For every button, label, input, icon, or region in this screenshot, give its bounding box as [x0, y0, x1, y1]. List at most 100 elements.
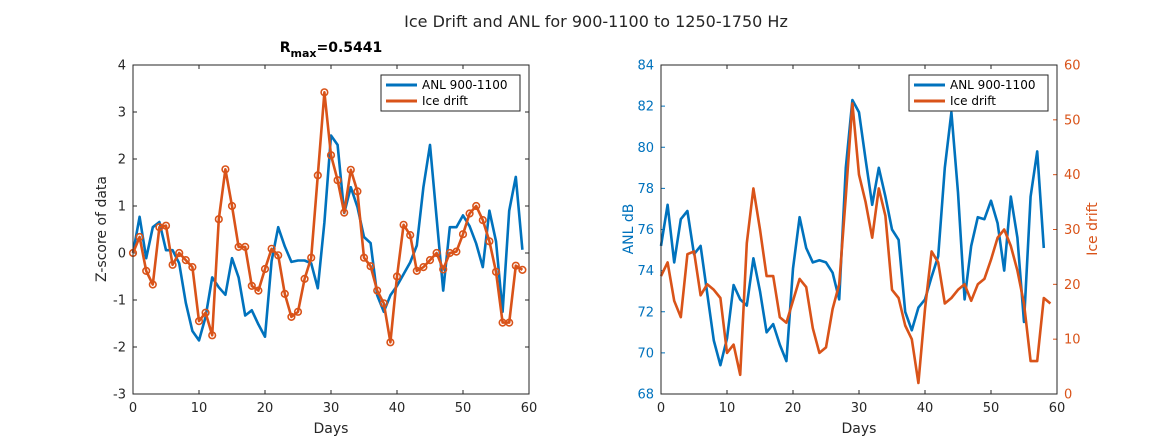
left-ice-marker — [458, 230, 468, 239]
right-ice-line — [659, 102, 1052, 385]
left-chart-xlabel: Days — [314, 421, 349, 437]
left-ice-marker — [320, 88, 329, 97]
left-xtick-label: 0 — [129, 401, 137, 416]
left-chart-title-main: R — [280, 40, 291, 56]
left-legend-label-anl: ANL 900-1100 — [422, 78, 507, 92]
left-chart-title: Rmax=0.5441 — [280, 40, 383, 60]
left-ice-marker — [353, 187, 362, 196]
right-right-ytick-label: 30 — [1064, 223, 1081, 238]
right-xtick-label: 50 — [983, 401, 1000, 416]
left-xtick-label: 50 — [455, 401, 472, 416]
right-chart-series — [659, 98, 1052, 385]
left-ice-marker — [472, 201, 481, 211]
left-ice-marker — [425, 256, 435, 265]
left-ice-marker — [511, 261, 520, 270]
left-chart-legend: ANL 900-1100 Ice drift — [380, 74, 521, 112]
left-ice-marker — [227, 201, 237, 211]
left-ytick-label: -3 — [113, 388, 126, 403]
right-xtick-label: 30 — [851, 401, 868, 416]
right-right-ytick-label: 60 — [1064, 59, 1081, 74]
right-anl-line — [659, 98, 1046, 367]
left-chart-ticks: 0 10 20 30 40 50 60 -3 -2 -1 0 1 2 3 4 — [113, 59, 537, 417]
right-left-ytick-label: 82 — [637, 100, 654, 115]
left-xtick-label: 60 — [521, 401, 538, 416]
left-xtick-label: 40 — [389, 401, 406, 416]
right-chart-axes-box — [660, 64, 1058, 395]
left-ice-marker — [254, 286, 263, 295]
left-ice-marker — [194, 317, 204, 326]
right-left-ytick-label: 80 — [637, 141, 654, 156]
left-ice-marker — [412, 266, 421, 276]
left-ice-marker — [439, 265, 448, 274]
left-ice-marker — [161, 221, 171, 230]
left-ytick-label: 1 — [118, 200, 126, 215]
left-legend-label-ice: Ice drift — [422, 94, 468, 108]
left-ice-marker — [379, 299, 388, 308]
left-chart-ylabel: Z-score of data — [94, 176, 110, 282]
left-xtick-label: 20 — [257, 401, 274, 416]
left-ytick-label: 4 — [118, 59, 126, 74]
left-ice-marker — [274, 251, 283, 260]
left-chart-series — [128, 88, 527, 347]
left-chart: Rmax=0.5441 0 10 20 30 40 50 60 -3 -2 -1 0 1 2 3 4 Day… — [94, 40, 537, 437]
right-left-ytick-label: 76 — [637, 223, 654, 238]
left-ice-marker — [142, 266, 151, 276]
left-ice-marker — [359, 253, 369, 262]
left-ice-marker — [518, 265, 527, 275]
left-ice-marker — [293, 307, 303, 316]
left-legend-box — [380, 74, 521, 112]
left-ytick-label: 2 — [118, 153, 126, 168]
left-ice-marker — [168, 260, 177, 269]
left-chart-axes-box — [132, 64, 530, 395]
right-chart-ylabel-right: Ice drift — [1085, 202, 1101, 256]
left-ice-marker — [465, 209, 474, 218]
left-ice-marker — [300, 274, 309, 284]
figure-title: Ice Drift and ANL for 900-1100 to 1250-1… — [404, 12, 788, 31]
right-chart-legend: ANL 900-1100 Ice drift — [908, 74, 1049, 112]
left-ice-marker — [247, 281, 256, 291]
left-ice-marker — [287, 312, 296, 322]
left-ice-marker — [392, 272, 402, 281]
right-left-ytick-label: 78 — [637, 182, 654, 197]
left-ice-marker — [452, 247, 461, 256]
left-ice-marker — [175, 248, 184, 258]
right-legend-label-anl: ANL 900-1100 — [950, 78, 1035, 92]
right-legend-label-ice: Ice drift — [950, 94, 996, 108]
left-ice-marker — [241, 242, 250, 251]
left-ice-marker — [201, 308, 210, 317]
left-ice-marker — [148, 280, 157, 289]
right-xtick-label: 10 — [719, 401, 736, 416]
left-ice-marker — [188, 263, 197, 272]
left-xtick-label: 10 — [191, 401, 208, 416]
left-ice-marker — [406, 231, 415, 240]
left-ice-marker — [432, 248, 441, 258]
left-chart-title-sub: max — [291, 47, 317, 60]
left-ice-marker — [267, 244, 276, 253]
left-ice-marker — [313, 171, 322, 180]
left-anl-line — [131, 134, 524, 342]
right-right-ytick-label: 50 — [1064, 113, 1081, 128]
left-ice-marker — [280, 289, 289, 299]
left-ice-marker — [307, 253, 316, 262]
left-ytick-label: -1 — [113, 294, 126, 309]
right-chart-xlabel: Days — [842, 421, 877, 437]
left-ice-marker — [386, 338, 395, 347]
left-ice-marker — [221, 165, 230, 174]
right-xtick-label: 0 — [657, 401, 665, 416]
left-ice-marker — [333, 176, 342, 185]
left-ice-marker — [366, 262, 375, 271]
left-ice-marker — [346, 165, 355, 174]
right-xtick-label: 20 — [785, 401, 802, 416]
left-ice-marker — [260, 264, 270, 274]
left-ice-marker — [135, 232, 144, 242]
right-left-ytick-label: 72 — [637, 305, 654, 320]
left-ice-marker — [208, 331, 217, 340]
right-legend-box — [908, 74, 1049, 112]
left-ice-marker — [478, 216, 487, 225]
right-xtick-label: 40 — [917, 401, 934, 416]
left-ice-marker — [399, 220, 408, 229]
left-ice-marker — [485, 237, 494, 246]
right-right-ytick-label: 40 — [1064, 168, 1081, 183]
left-ytick-label: 0 — [118, 247, 126, 262]
